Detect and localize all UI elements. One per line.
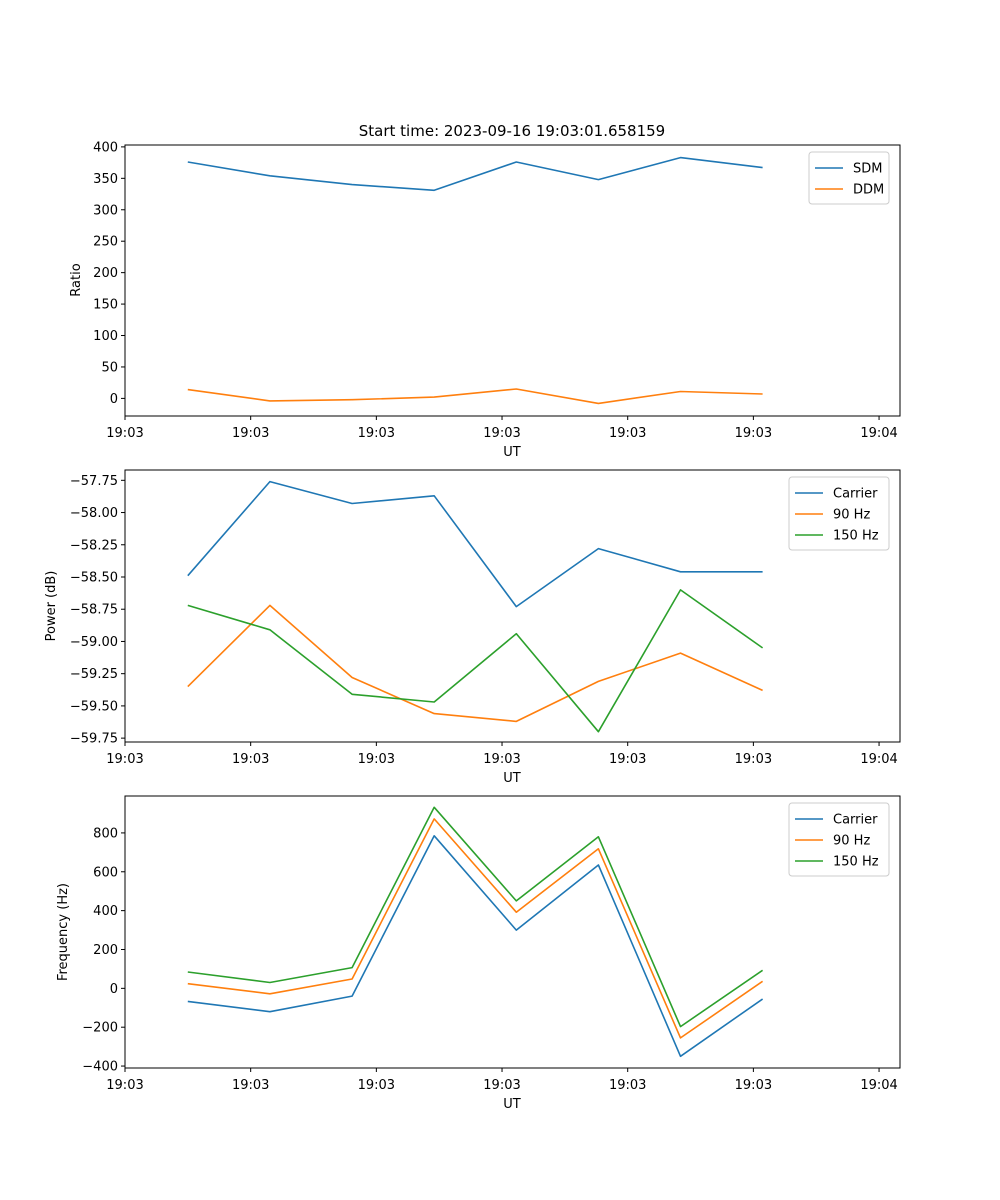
y-tick-label: 100 [93,329,118,344]
x-tick-label: 19:03 [483,1078,520,1093]
ratio-panel: Start time: 2023-09-16 19:03:01.658159 0… [69,122,901,460]
y-tick-label: −58.75 [70,603,118,618]
y-tick-label: 400 [93,140,118,155]
series-line-90-hz [187,818,764,1039]
y-tick-label: 300 [93,203,118,218]
x-tick-label: 19:03 [735,1078,772,1093]
y-tick-label: 200 [93,266,118,281]
x-tick-label: 19:03 [735,426,772,441]
x-tick-label: 19:03 [232,752,269,767]
legend-box [808,151,890,205]
legend-label: 90 Hz [833,508,870,523]
legend: Carrier 90 Hz 150 Hz [788,476,890,551]
series-line-carrier [187,834,764,1058]
y-ticks: 0 50 100 150 200 250 300 350 400 [93,140,125,407]
x-tick-label: 19:03 [358,1078,395,1093]
chart-title: Start time: 2023-09-16 19:03:01.658159 [359,122,665,140]
series-line-150-hz [187,806,764,1028]
plot-frame [124,144,901,417]
legend-label: Carrier [833,813,878,828]
y-tick-label: −58.50 [70,570,118,585]
legend-label: DDM [853,183,884,198]
y-axis-label: Power (dB) [44,571,59,642]
series-line-150-hz [187,589,764,733]
power-panel: −57.75 −58.00 −58.25 −58.50 −58.75 −59.00 −59.… [44,469,901,786]
y-tick-label: −400 [82,1060,118,1075]
plot-frame [124,469,901,743]
x-axis-label: UT [503,1097,521,1112]
legend-label: Carrier [833,487,878,502]
x-axis-label: UT [503,445,521,460]
y-axis-label: Ratio [69,263,84,296]
y-tick-label: −59.50 [70,699,118,714]
y-axis-label: Frequency (Hz) [56,883,71,981]
x-tick-label: 19:03 [609,426,646,441]
x-tick-label: 19:03 [358,752,395,767]
x-tick-label: 19:03 [106,752,143,767]
y-tick-label: 150 [93,298,118,313]
series-layer [187,156,763,405]
plot-frame [124,795,901,1069]
y-tick-label: 250 [93,235,118,250]
y-tick-label: 600 [93,865,118,880]
y-tick-label: −59.25 [70,667,118,682]
y-tick-label: −200 [82,1021,118,1036]
legend-label: 90 Hz [833,834,870,849]
legend-label: 150 Hz [833,855,879,870]
x-tick-label: 19:03 [232,426,269,441]
x-tick-label: 19:03 [358,426,395,441]
series-line-90-hz [187,604,763,723]
legend: SDM DDM [808,151,890,205]
y-tick-label: 0 [110,982,118,997]
x-ticks: 19:03 19:03 19:03 19:03 19:03 19:03 19:04 [106,1068,898,1093]
x-tick-label: 19:03 [483,426,520,441]
x-tick-label: 19:03 [609,752,646,767]
y-ticks: 800 600 400 200 0 −200 −400 [82,826,125,1075]
series-line-carrier [187,480,763,608]
series-layer [187,806,764,1058]
y-tick-label: 200 [93,943,118,958]
x-tick-label: 19:03 [232,1078,269,1093]
y-tick-label: −58.00 [70,506,118,521]
x-axis-label: UT [503,771,521,786]
y-tick-label: −59.75 [70,732,118,747]
series-layer [187,480,764,733]
y-tick-label: 50 [101,360,118,375]
series-line-sdm [187,156,763,192]
x-tick-label: 19:04 [860,426,897,441]
x-tick-label: 19:03 [609,1078,646,1093]
y-ticks: −57.75 −58.00 −58.25 −58.50 −58.75 −59.00 −59.… [70,474,125,747]
x-ticks: 19:03 19:03 19:03 19:03 19:03 19:03 19:04 [106,742,898,767]
legend-box [788,802,890,877]
legend: Carrier 90 Hz 150 Hz [788,802,890,877]
x-tick-label: 19:03 [106,426,143,441]
y-tick-label: 400 [93,904,118,919]
x-ticks: 19:03 19:03 19:03 19:03 19:03 19:03 19:04 [106,416,898,441]
y-tick-label: 800 [93,826,118,841]
y-tick-label: −59.00 [70,635,118,650]
legend-box [788,476,890,551]
y-tick-label: −57.75 [70,474,118,489]
legend-label: 150 Hz [833,529,879,544]
y-tick-label: −58.25 [70,538,118,553]
y-tick-label: 0 [110,392,118,407]
x-tick-label: 19:04 [860,1078,897,1093]
x-tick-label: 19:03 [483,752,520,767]
x-tick-label: 19:03 [106,1078,143,1093]
x-tick-label: 19:04 [860,752,897,767]
series-line-ddm [187,388,763,405]
x-tick-label: 19:03 [735,752,772,767]
legend-label: SDM [853,162,882,177]
y-tick-label: 350 [93,172,118,187]
